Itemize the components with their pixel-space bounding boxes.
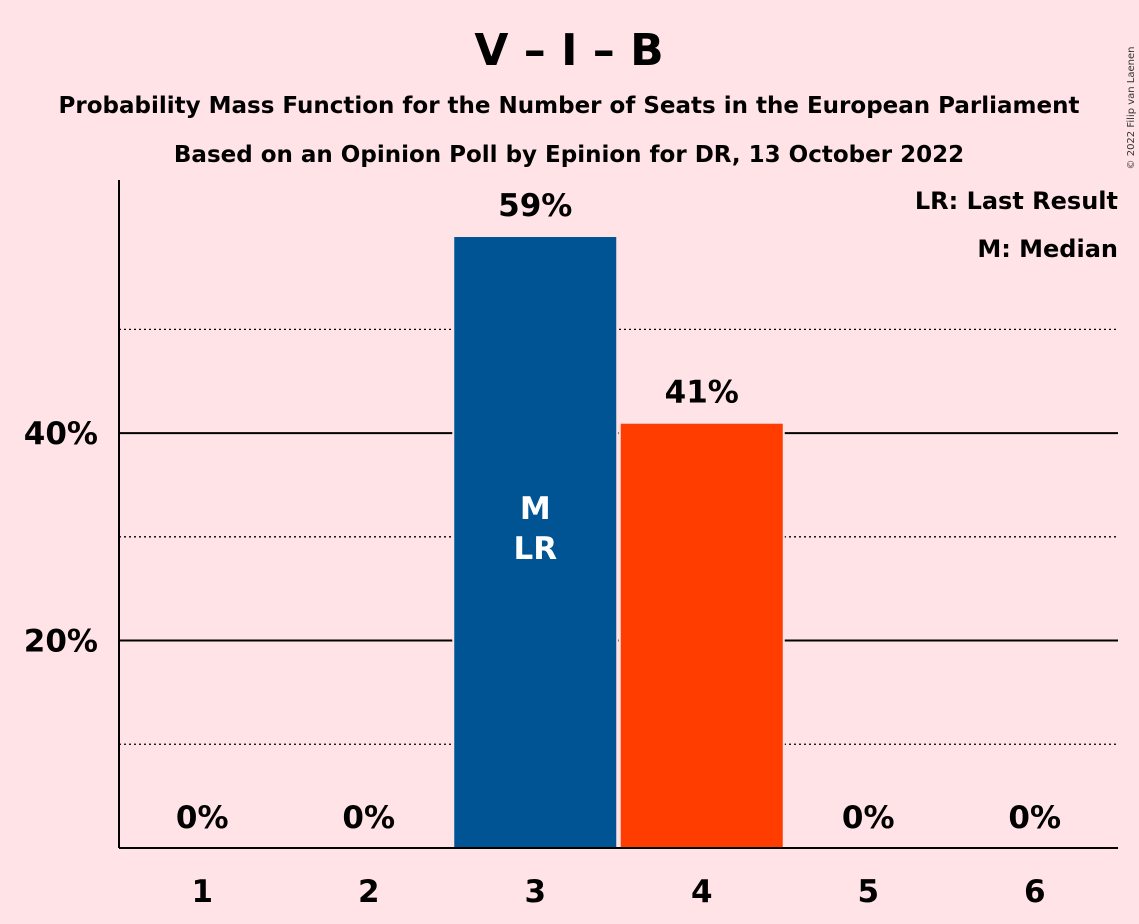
x-tick-label-5: 5 <box>857 874 879 910</box>
value-label-3: 59% <box>498 188 572 224</box>
bar-4 <box>618 421 785 849</box>
last-result-marker: LR <box>513 531 557 567</box>
value-label-5: 0% <box>842 800 895 836</box>
value-label-1: 0% <box>176 800 229 836</box>
axes-layer <box>118 180 1118 849</box>
median-marker: M <box>520 491 551 527</box>
y-tick-label-40: 40% <box>24 416 98 452</box>
value-label-2: 0% <box>342 800 395 836</box>
chart-subtitle-1: Probability Mass Function for the Number… <box>59 93 1080 119</box>
value-label-6: 0% <box>1008 800 1061 836</box>
x-tick-label-4: 4 <box>691 874 713 910</box>
bar-3 <box>452 235 619 849</box>
grid-layer: 20% 40% <box>24 328 1118 745</box>
chart-subtitle-2: Based on an Opinion Poll by Epinion for … <box>174 142 964 168</box>
y-tick-label-20: 20% <box>24 624 98 660</box>
copyright-text: © 2022 Filip van Laenen <box>1126 47 1137 170</box>
bars-layer <box>452 235 785 849</box>
legend-last-result: LR: Last Result <box>915 187 1118 215</box>
legend-median: M: Median <box>977 235 1118 263</box>
x-tick-label-3: 3 <box>524 874 546 910</box>
chart-title: V – I – B <box>474 25 663 76</box>
x-tick-label-1: 1 <box>191 874 213 910</box>
value-label-4: 41% <box>665 375 739 411</box>
x-tick-label-2: 2 <box>358 874 380 910</box>
x-tick-label-6: 6 <box>1024 874 1046 910</box>
labels-layer: 0% 1 0% 2 59% 3 M LR 41% 4 0% 5 0% 6 <box>176 188 1061 910</box>
